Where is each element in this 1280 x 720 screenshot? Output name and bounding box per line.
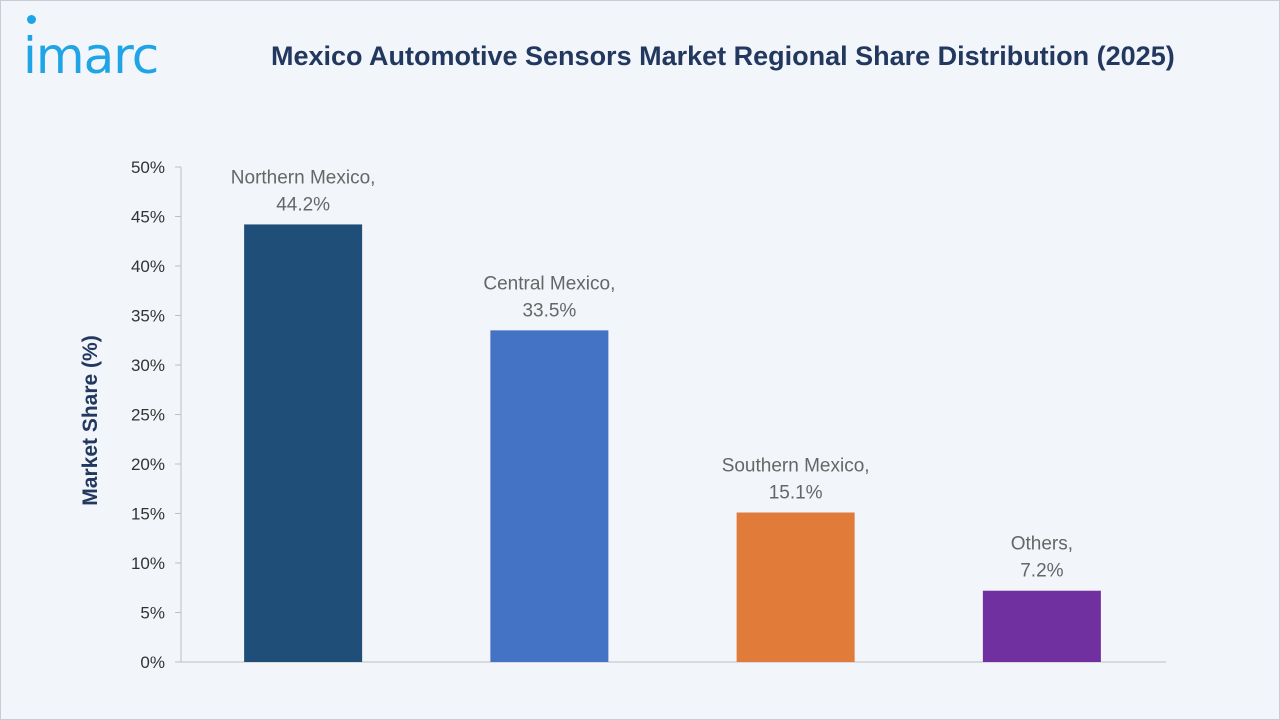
data-label-value: 33.5% [522,300,576,321]
logo-text: imarc [23,27,159,85]
bar-central-mexico [490,330,609,662]
bar-southern-mexico [736,512,855,662]
y-tick-label: 10% [131,554,165,573]
data-label-value: 15.1% [769,483,823,504]
y-tick-label: 40% [131,257,165,276]
logo-dot-icon [27,15,36,24]
bar-others [982,590,1101,662]
y-axis-title: Market Share (%) [79,335,102,505]
y-tick-label: 50% [131,158,165,177]
data-label-category: Northern Mexico, [231,167,376,188]
y-tick-label: 45% [131,208,165,227]
y-tick-label: 15% [131,505,165,524]
y-tick-label: 35% [131,307,165,326]
y-tick-label: 25% [131,406,165,425]
data-label-category: Central Mexico, [483,273,615,294]
bar-northern-mexico [244,224,363,663]
y-tick-label: 0% [140,653,165,672]
data-label-category: Southern Mexico, [722,456,870,477]
y-tick-label: 20% [131,455,165,474]
data-label-value: 44.2% [276,194,330,215]
data-label-value: 7.2% [1020,561,1063,582]
y-tick-label: 30% [131,356,165,375]
imarc-logo: imarc [23,31,159,81]
y-tick-label: 5% [140,604,165,623]
chart-title: Mexico Automotive Sensors Market Regiona… [271,41,1175,71]
data-label-category: Others, [1011,534,1073,555]
